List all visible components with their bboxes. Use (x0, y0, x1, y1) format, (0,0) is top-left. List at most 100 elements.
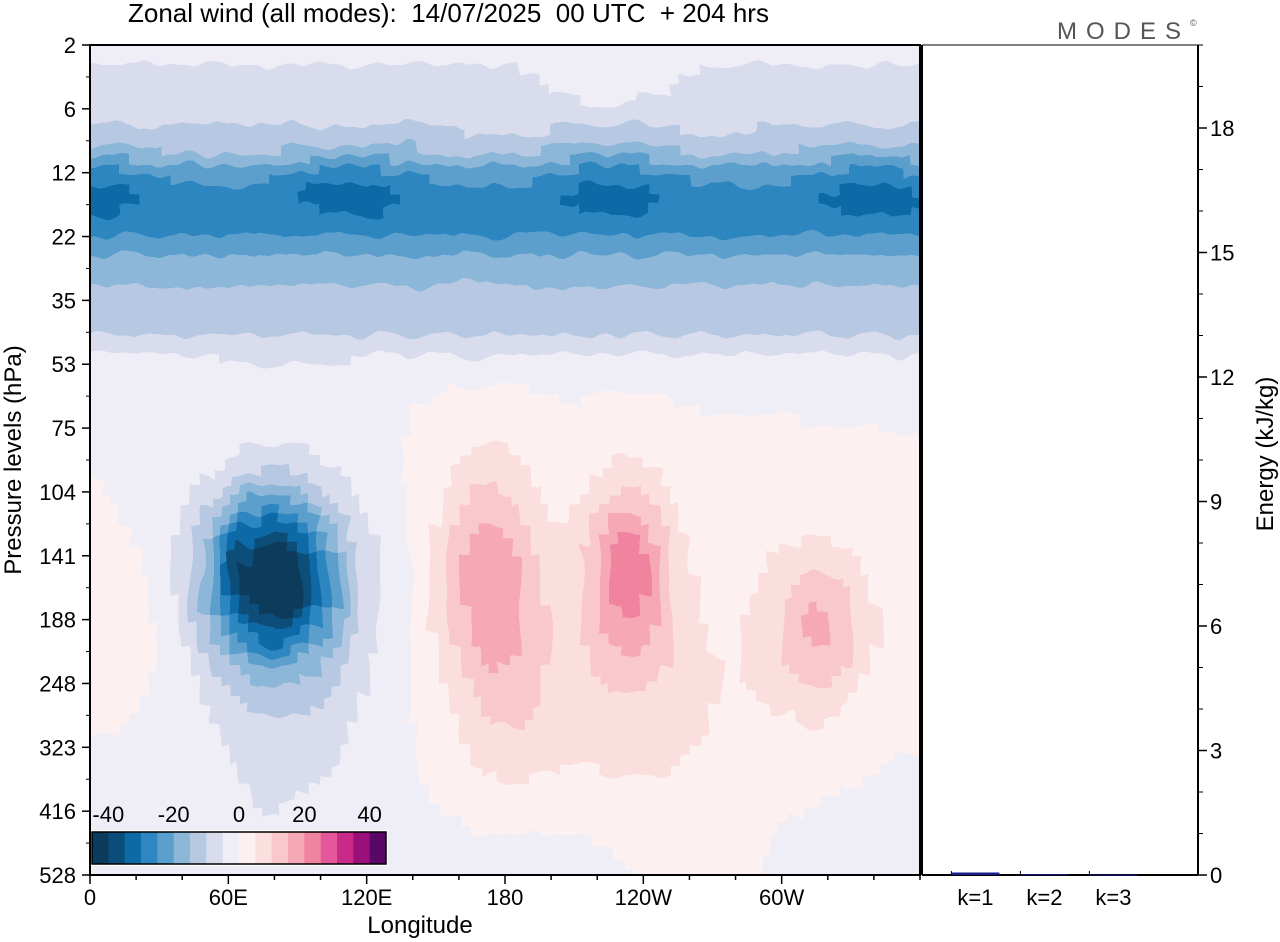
heatmap-cell (720, 235, 731, 246)
heatmap-cell (260, 165, 271, 176)
heatmap-cell (410, 285, 421, 296)
heatmap-cell (410, 485, 421, 496)
heatmap-cell (170, 375, 181, 386)
heatmap-cell (170, 245, 181, 256)
heatmap-cell (420, 385, 431, 396)
heatmap-cell (390, 365, 401, 376)
heatmap-cell (140, 555, 151, 566)
heatmap-cell (270, 195, 281, 206)
heatmap-cell (220, 175, 231, 186)
heatmap-cell (890, 215, 901, 226)
heatmap-cell (560, 485, 571, 496)
heatmap-cell (910, 45, 920, 56)
heatmap-cell (500, 115, 511, 126)
heatmap-cell (410, 335, 421, 346)
heatmap-cell (500, 275, 511, 286)
heatmap-cell (880, 115, 891, 126)
heatmap-cell (540, 595, 551, 606)
heatmap-cell (710, 355, 721, 366)
heatmap-cell (570, 445, 581, 456)
heatmap-cell (810, 195, 821, 206)
heatmap-cell (650, 85, 661, 96)
heatmap-cell (860, 465, 871, 476)
heatmap-cell (450, 595, 461, 606)
heatmap-cell (750, 465, 761, 476)
heatmap-cell (600, 475, 611, 486)
heatmap-cell (720, 45, 731, 56)
heatmap-cell (150, 225, 161, 236)
heatmap-cell (230, 335, 241, 346)
heatmap-cell (820, 185, 831, 196)
heatmap-cell (400, 285, 411, 296)
heatmap-cell (210, 335, 221, 346)
heatmap-cell (560, 515, 571, 526)
heatmap-cell (340, 215, 351, 226)
heatmap-cell (170, 365, 181, 376)
heatmap-cell (370, 465, 381, 476)
heatmap-cell (800, 365, 811, 376)
heatmap-cell (640, 135, 651, 146)
heatmap-cell (580, 485, 591, 496)
heatmap-cell (900, 265, 911, 276)
heatmap-cell (730, 245, 741, 256)
heatmap-cell (310, 375, 321, 386)
heatmap-cell (500, 245, 511, 256)
heatmap-cell (290, 615, 301, 626)
heatmap-cell (690, 375, 701, 386)
heatmap-cell (870, 445, 881, 456)
heatmap-cell (770, 75, 781, 86)
heatmap-cell (870, 105, 881, 116)
heatmap-cell (530, 245, 541, 256)
heatmap-cell (660, 45, 671, 56)
heatmap-cell (380, 225, 391, 236)
heatmap-cell (430, 475, 441, 486)
heatmap-cell (280, 215, 291, 226)
heatmap-cell (540, 265, 551, 276)
heatmap-cell (290, 95, 301, 106)
heatmap-cell (650, 425, 661, 436)
heatmap-cell (650, 165, 661, 176)
heatmap-cell (900, 355, 911, 366)
heatmap-cell (540, 135, 551, 146)
heatmap-cell (170, 55, 181, 66)
heatmap-cell (810, 45, 821, 56)
heatmap-cell (620, 305, 631, 316)
heatmap-cell (890, 285, 901, 296)
heatmap-cell (500, 415, 511, 426)
heatmap-cell (680, 265, 691, 276)
heatmap-cell (530, 475, 541, 486)
heatmap-cell (320, 485, 331, 496)
heatmap-cell (610, 225, 621, 236)
heatmap-cell (680, 315, 691, 326)
heatmap-cell (320, 465, 331, 476)
heatmap-cell (210, 315, 221, 326)
heatmap-cell (480, 285, 491, 296)
heatmap-cell (170, 185, 181, 196)
heatmap-cell (590, 465, 601, 476)
heatmap-cell (200, 555, 211, 566)
heatmap-cell (200, 175, 211, 186)
heatmap-cell (590, 235, 601, 246)
heatmap-cell (650, 375, 661, 386)
heatmap-cell (510, 385, 521, 396)
heatmap-cell (110, 505, 121, 516)
heatmap-cell (510, 435, 521, 446)
heatmap-cell (200, 595, 211, 606)
heatmap-cell (640, 545, 651, 556)
heatmap-cell (450, 215, 461, 226)
heatmap-cell (710, 255, 721, 266)
heatmap-cell (540, 445, 551, 456)
heatmap-cell (270, 295, 281, 306)
heatmap-cell (740, 295, 751, 306)
heatmap-cell (240, 545, 251, 556)
heatmap-cell (720, 85, 731, 96)
heatmap-cell (180, 315, 191, 326)
heatmap-cell (170, 615, 181, 626)
heatmap-cell (190, 615, 201, 626)
heatmap-cell (390, 125, 401, 136)
heatmap-cell (90, 565, 101, 576)
heatmap-cell (370, 295, 381, 306)
heatmap-cell (160, 615, 171, 626)
heatmap-cell (150, 195, 161, 206)
heatmap-cell (380, 45, 391, 56)
